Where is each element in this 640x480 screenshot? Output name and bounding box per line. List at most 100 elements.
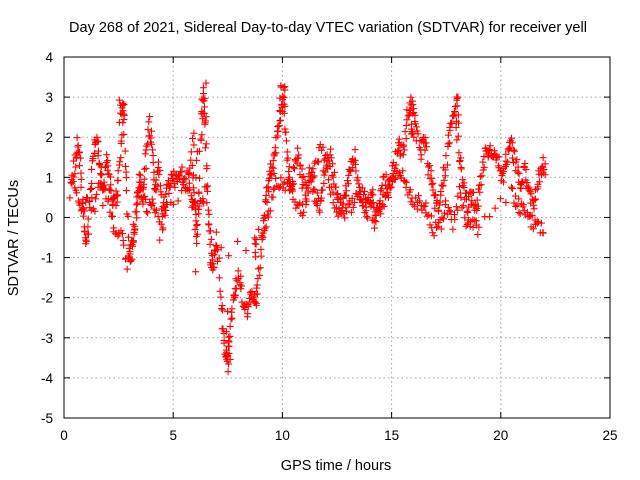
- data-point: [446, 207, 454, 215]
- data-point: [329, 188, 337, 196]
- data-point: [456, 158, 464, 166]
- data-point: [452, 123, 460, 131]
- data-point: [88, 194, 96, 202]
- data-point: [464, 209, 472, 217]
- data-point: [504, 158, 512, 166]
- data-point: [80, 212, 88, 220]
- data-point: [117, 154, 125, 162]
- data-point: [91, 207, 99, 215]
- data-point: [159, 224, 167, 232]
- data-point: [152, 176, 160, 184]
- y-tick-label: -1: [41, 251, 53, 266]
- data-point: [202, 140, 210, 148]
- data-point: [198, 131, 206, 139]
- data-point: [508, 139, 516, 147]
- data-point: [117, 109, 125, 117]
- data-point: [217, 293, 225, 301]
- data-point: [348, 194, 356, 202]
- data-point: [71, 170, 79, 178]
- data-point: [188, 197, 196, 205]
- data-point: [402, 122, 410, 130]
- data-point: [96, 179, 104, 187]
- data-point: [507, 183, 515, 191]
- data-point: [204, 187, 212, 195]
- data-point: [217, 244, 225, 252]
- data-point: [92, 195, 100, 203]
- data-point: [457, 154, 465, 162]
- data-point: [268, 163, 276, 171]
- data-point: [261, 224, 269, 232]
- data-point: [95, 159, 103, 167]
- data-point: [294, 154, 302, 162]
- data-point: [202, 79, 210, 87]
- data-point: [383, 188, 391, 196]
- data-point: [413, 205, 421, 213]
- y-tick-label: -2: [41, 291, 53, 306]
- data-point: [402, 178, 410, 186]
- data-point: [476, 172, 484, 180]
- data-point: [100, 178, 108, 186]
- data-point: [97, 180, 105, 188]
- data-point: [90, 149, 98, 157]
- data-point: [440, 176, 448, 184]
- data-point: [427, 212, 435, 220]
- data-point: [146, 113, 154, 121]
- data-point: [169, 200, 177, 208]
- data-point: [264, 183, 272, 191]
- data-point: [331, 168, 339, 176]
- data-point: [377, 210, 385, 218]
- grid-layer: [64, 57, 610, 418]
- data-point: [514, 163, 522, 171]
- data-point: [508, 134, 516, 142]
- data-point: [101, 185, 109, 193]
- data-point: [455, 119, 463, 127]
- data-point: [76, 148, 84, 156]
- data-point: [210, 264, 218, 272]
- data-point: [294, 144, 302, 152]
- y-tick-label: -4: [41, 371, 53, 386]
- data-point: [144, 126, 152, 134]
- data-point: [439, 215, 447, 223]
- data-point: [515, 209, 523, 217]
- data-point: [341, 214, 349, 222]
- data-point: [318, 146, 326, 154]
- data-point: [201, 94, 209, 102]
- data-point: [407, 101, 415, 109]
- data-point: [455, 149, 463, 157]
- data-point: [530, 205, 538, 213]
- data-point: [303, 197, 311, 205]
- x-axis-label: GPS time / hours: [281, 458, 391, 474]
- data-point: [380, 202, 388, 210]
- data-point: [236, 281, 244, 289]
- data-point: [103, 151, 111, 159]
- data-point: [189, 135, 197, 143]
- data-point: [496, 195, 504, 203]
- data-point: [265, 175, 273, 183]
- data-point: [531, 196, 539, 204]
- data-point: [262, 191, 270, 199]
- data-point: [225, 252, 233, 260]
- data-point: [327, 183, 335, 191]
- data-point: [237, 282, 245, 290]
- data-point: [120, 111, 128, 119]
- data-point: [452, 111, 460, 119]
- data-point: [205, 210, 213, 218]
- data-point: [226, 322, 234, 330]
- data-point: [76, 201, 84, 209]
- data-point: [321, 168, 329, 176]
- data-point: [382, 171, 390, 179]
- data-point: [123, 265, 131, 273]
- data-point: [428, 181, 436, 189]
- data-point: [491, 204, 499, 212]
- data-point: [81, 207, 89, 215]
- data-point: [277, 116, 285, 124]
- data-point: [327, 145, 335, 153]
- data-point: [77, 154, 85, 162]
- data-point: [320, 171, 328, 179]
- data-point: [265, 188, 273, 196]
- data-point: [440, 209, 448, 217]
- data-point: [152, 186, 160, 194]
- data-point: [145, 118, 153, 126]
- data-point: [305, 164, 313, 172]
- data-point: [283, 148, 291, 156]
